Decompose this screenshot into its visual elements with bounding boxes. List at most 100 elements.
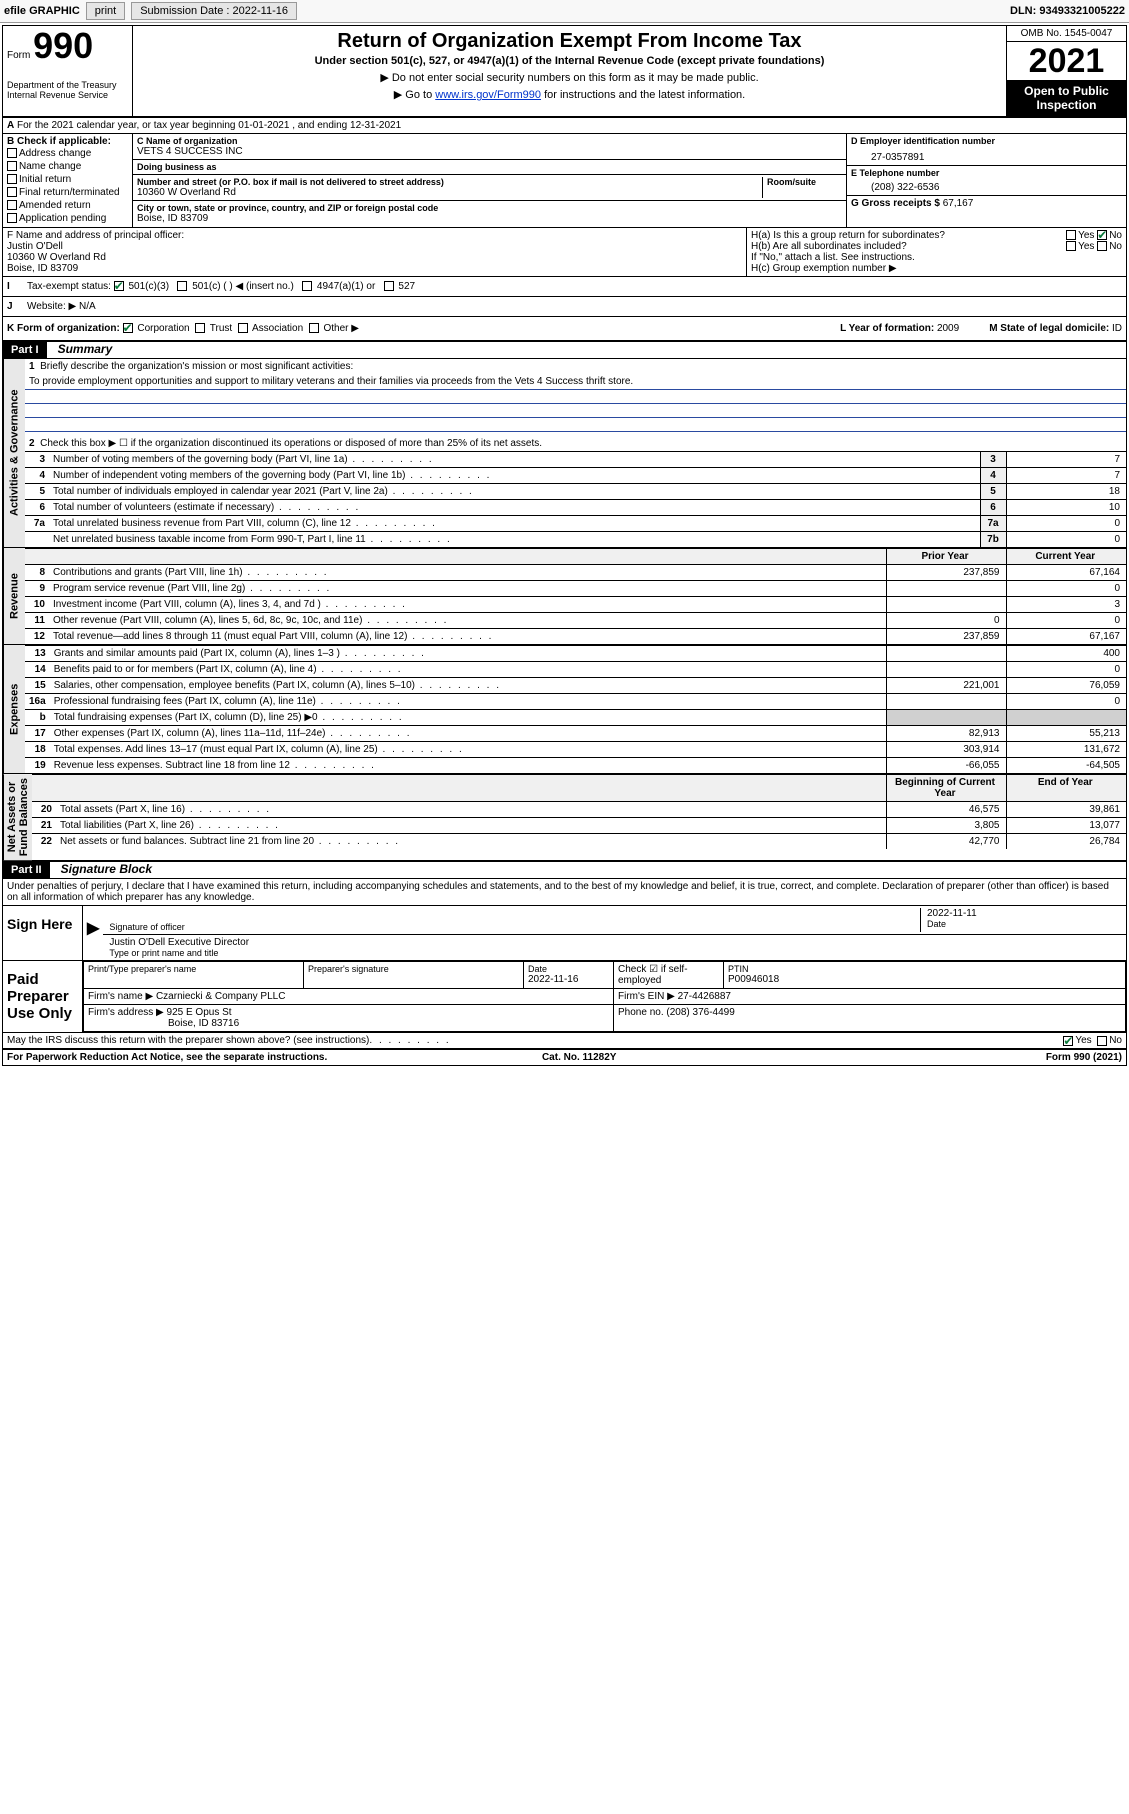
table-row: 21Total liabilities (Part X, line 26)3,8… <box>32 818 1126 834</box>
ein-label: D Employer identification number <box>851 136 1122 146</box>
table-row: 5Total number of individuals employed in… <box>25 484 1126 500</box>
form-org-label: K Form of organization: <box>7 323 120 334</box>
ein-value: 27-0357891 <box>851 146 1122 163</box>
hb-yes[interactable] <box>1066 241 1076 251</box>
note-link-post: for instructions and the latest informat… <box>541 89 745 101</box>
dln: DLN: 93493321005222 <box>1010 5 1125 17</box>
check-pending[interactable] <box>7 213 17 223</box>
paperwork-notice: For Paperwork Reduction Act Notice, see … <box>7 1052 327 1063</box>
tax-year: 2021 <box>1007 42 1126 80</box>
check-trust[interactable] <box>195 323 205 333</box>
discuss-yes[interactable] <box>1063 1036 1073 1046</box>
city-value: Boise, ID 83709 <box>137 213 842 224</box>
check-amended[interactable] <box>7 200 17 210</box>
table-row: 8Contributions and grants (Part VIII, li… <box>25 565 1126 581</box>
form-word: Form <box>7 50 30 61</box>
part1-title: Summary <box>50 342 113 356</box>
firm-name: Czarniecki & Company PLLC <box>156 991 286 1002</box>
check-address[interactable] <box>7 148 17 158</box>
year-formation: 2009 <box>937 323 959 334</box>
efile-label: efile GRAPHIC <box>4 5 80 17</box>
table-row: 13Grants and similar amounts paid (Part … <box>25 646 1126 662</box>
check-initial[interactable] <box>7 174 17 184</box>
name-label: C Name of organization <box>137 136 842 146</box>
phone-label: E Telephone number <box>851 168 1122 178</box>
officer-label: F Name and address of principal officer: <box>7 230 742 241</box>
discuss-no[interactable] <box>1097 1036 1107 1046</box>
sig-date-label: Date <box>927 919 1120 929</box>
check-527[interactable] <box>384 281 394 291</box>
vtab-revenue: Revenue <box>3 548 25 644</box>
vtab-netassets: Net Assets or Fund Balances <box>3 774 32 860</box>
check-name[interactable] <box>7 161 17 171</box>
discuss-label: May the IRS discuss this return with the… <box>7 1035 369 1046</box>
table-row: 11Other revenue (Part VIII, column (A), … <box>25 613 1126 629</box>
table-row: 15Salaries, other compensation, employee… <box>25 678 1126 694</box>
firm-addr: 925 E Opus St <box>167 1007 232 1018</box>
form-footer: Form 990 (2021) <box>1046 1052 1122 1063</box>
website-value: N/A <box>79 301 96 312</box>
table-row: 14Benefits paid to or for members (Part … <box>25 662 1126 678</box>
website-label: Website: ▶ <box>27 301 76 312</box>
note-ssn: ▶ Do not enter social security numbers o… <box>139 71 1000 84</box>
print-button[interactable]: print <box>86 2 125 20</box>
table-row: Net unrelated business taxable income fr… <box>25 532 1126 548</box>
form-title: Return of Organization Exempt From Incom… <box>139 30 1000 53</box>
ha-label: H(a) Is this a group return for subordin… <box>751 230 945 241</box>
ha-yes[interactable] <box>1066 230 1076 240</box>
section-b-title: B Check if applicable: <box>7 136 128 147</box>
table-row: 9Program service revenue (Part VIII, lin… <box>25 581 1126 597</box>
hc-label: H(c) Group exemption number ▶ <box>751 263 1122 274</box>
firm-phone: (208) 376-4499 <box>666 1007 734 1018</box>
line2-text: Check this box ▶ ☐ if the organization d… <box>40 438 542 449</box>
irs-link[interactable]: www.irs.gov/Form990 <box>435 89 541 101</box>
cat-no: Cat. No. 11282Y <box>542 1052 616 1063</box>
table-row: 22Net assets or fund balances. Subtract … <box>32 834 1126 850</box>
prep-date: 2022-11-16 <box>528 974 578 985</box>
table-row: 6Total number of volunteers (estimate if… <box>25 500 1126 516</box>
addr-label: Number and street (or P.O. box if mail i… <box>137 177 762 187</box>
phone-value: (208) 322-6536 <box>851 178 1122 193</box>
check-list: Address change Name change Initial retur… <box>7 147 128 225</box>
table-row: 10Investment income (Part VIII, column (… <box>25 597 1126 613</box>
officer-city: Boise, ID 83709 <box>7 263 742 274</box>
form-number: 990 <box>33 25 93 66</box>
table-row: 19Revenue less expenses. Subtract line 1… <box>25 758 1126 774</box>
street-address: 10360 W Overland Rd <box>137 187 762 198</box>
check-other[interactable] <box>309 323 319 333</box>
officer-addr: 10360 W Overland Rd <box>7 252 742 263</box>
table-row: 20Total assets (Part X, line 16)46,57539… <box>32 802 1126 818</box>
check-501c[interactable] <box>177 281 187 291</box>
table-row: 17Other expenses (Part IX, column (A), l… <box>25 726 1126 742</box>
firm-city: Boise, ID 83716 <box>88 1018 239 1029</box>
table-row: bTotal fundraising expenses (Part IX, co… <box>25 710 1126 726</box>
section-a-text: For the 2021 calendar year, or tax year … <box>17 120 401 131</box>
submission-date: Submission Date : 2022-11-16 <box>131 2 297 20</box>
note-link-pre: ▶ Go to <box>394 89 435 101</box>
table-row: 7aTotal unrelated business revenue from … <box>25 516 1126 532</box>
gross-value: 67,167 <box>943 198 974 209</box>
firm-ein: 27-4426887 <box>678 991 731 1002</box>
check-corp[interactable] <box>123 323 133 333</box>
vtab-expenses: Expenses <box>3 645 25 773</box>
table-row: 3Number of voting members of the governi… <box>25 452 1126 468</box>
vtab-governance: Activities & Governance <box>3 359 25 547</box>
open-to-public: Open to Public Inspection <box>1007 80 1126 116</box>
sig-date: 2022-11-11 <box>927 908 1120 919</box>
ha-no[interactable] <box>1097 230 1107 240</box>
check-501c3[interactable] <box>114 281 124 291</box>
sig-officer-label: Signature of officer <box>109 922 920 932</box>
check-assoc[interactable] <box>238 323 248 333</box>
check-4947[interactable] <box>302 281 312 291</box>
sign-here-label: Sign Here <box>3 906 83 960</box>
gross-label: G Gross receipts $ <box>851 198 940 209</box>
part2-header: Part II <box>3 862 50 878</box>
officer-name: Justin O'Dell <box>7 241 742 252</box>
hb-note: If "No," attach a list. See instructions… <box>751 252 1122 263</box>
org-name: VETS 4 SUCCESS INC <box>137 146 842 157</box>
omb-number: OMB No. 1545-0047 <box>1007 26 1126 42</box>
state-domicile: ID <box>1112 323 1122 334</box>
check-final[interactable] <box>7 187 17 197</box>
hb-no[interactable] <box>1097 241 1107 251</box>
city-label: City or town, state or province, country… <box>137 203 842 213</box>
